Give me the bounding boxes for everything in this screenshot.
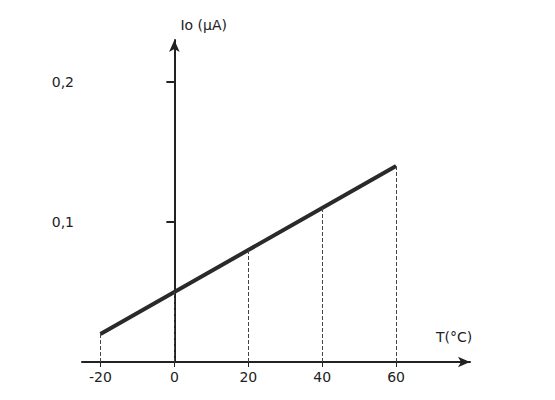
svg-text:T(°C): T(°C)	[435, 329, 472, 345]
svg-text:40: 40	[313, 369, 331, 385]
svg-text:0,1: 0,1	[52, 214, 74, 230]
svg-text:0,2: 0,2	[52, 74, 74, 90]
svg-text:60: 60	[387, 369, 405, 385]
svg-text:-20: -20	[89, 369, 112, 385]
svg-text:Io (µA): Io (µA)	[180, 17, 227, 33]
svg-text:20: 20	[239, 369, 257, 385]
svg-text:0: 0	[170, 369, 179, 385]
